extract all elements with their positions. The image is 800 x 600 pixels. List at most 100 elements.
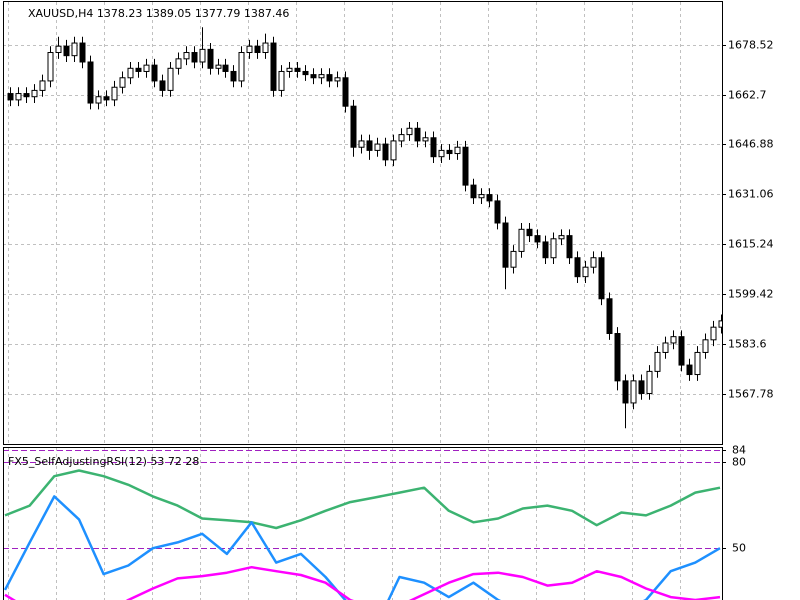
y-tick-label: 1599.42 — [728, 288, 774, 301]
candle-body — [199, 48, 206, 63]
candle-body — [270, 42, 277, 91]
candle-body — [622, 380, 629, 404]
candle-body — [159, 80, 166, 91]
price-title: XAUUSD,H4 1378.23 1389.05 1377.79 1387.4… — [28, 7, 289, 20]
candle-body — [39, 80, 46, 91]
candle-body — [103, 96, 110, 101]
indicator-line — [3, 495, 721, 600]
candle-body — [446, 149, 453, 155]
candle-body — [7, 93, 14, 101]
candle-body — [582, 266, 589, 278]
price-frame — [3, 1, 723, 445]
y-tick-label: 1615.24 — [728, 238, 774, 251]
candle-body — [254, 45, 261, 54]
candle-body — [534, 235, 541, 243]
candle-body — [47, 52, 54, 82]
candle-body — [694, 351, 701, 376]
candle-body — [686, 364, 693, 376]
candle-body — [230, 70, 237, 82]
candle-body — [382, 143, 389, 161]
candle-body — [302, 70, 309, 76]
candle-body — [614, 333, 621, 382]
candle-body — [127, 67, 134, 79]
candle-body — [350, 105, 357, 148]
y-tick-label: 1678.52 — [728, 39, 774, 52]
candle-body — [63, 45, 70, 57]
candle-body — [558, 235, 565, 240]
candle-body — [135, 67, 142, 72]
candle-body — [574, 257, 581, 278]
candle-body — [79, 42, 86, 63]
candle-body — [566, 235, 573, 259]
candle-body — [15, 93, 22, 101]
candle-body — [646, 370, 653, 394]
candle-body — [630, 380, 637, 404]
candle-body — [638, 380, 645, 394]
candle-body — [598, 257, 605, 300]
candle-body — [87, 61, 94, 104]
candle-body — [191, 52, 198, 63]
candle-body — [342, 77, 349, 107]
candle-body — [710, 326, 717, 341]
candle-body — [111, 86, 118, 101]
y-tick-label: 1583.6 — [728, 338, 767, 351]
y-tick-label: 1646.88 — [728, 138, 774, 151]
candle-body — [606, 298, 613, 334]
candle-body — [222, 64, 229, 72]
candle-body — [358, 140, 365, 148]
indicator-line — [4, 469, 721, 530]
candle-body — [238, 52, 245, 82]
candle-body — [143, 64, 150, 72]
candle-body — [71, 42, 78, 57]
candle-body — [678, 336, 685, 366]
candle-body — [542, 241, 549, 259]
candle-body — [183, 52, 190, 60]
price-panel — [3, 2, 722, 444]
candle-body — [95, 96, 102, 104]
candle-body — [398, 134, 405, 142]
candle-body — [414, 127, 421, 142]
candle-body — [278, 70, 285, 91]
candle-body — [31, 89, 38, 98]
candle-body — [438, 149, 445, 158]
candle-body — [151, 64, 158, 82]
indicator-title: FX5_SelfAdjustingRSI(12) 53 72 28 — [8, 455, 199, 468]
candle-body — [486, 194, 493, 202]
candle-body — [526, 228, 533, 237]
candle-body — [119, 77, 126, 88]
y-tick-label: 84 — [732, 444, 746, 457]
candle-body — [718, 320, 722, 328]
y-tick-label: 1631.06 — [728, 188, 774, 201]
axes: 1678.52 1662.7 1646.88 1631.06 1615.24 1599.4… — [722, 39, 774, 555]
candle-body — [662, 342, 669, 353]
indicator-panel — [3, 448, 722, 600]
candle-body — [167, 67, 174, 91]
candle-body — [502, 222, 509, 268]
candle-body — [670, 336, 677, 344]
candle-body — [310, 74, 317, 79]
indicator-frame — [3, 447, 723, 600]
candle-body — [654, 351, 661, 372]
candle-body — [390, 140, 397, 161]
indicator-line — [4, 565, 721, 600]
candle-body — [207, 48, 214, 69]
candle-body — [334, 77, 341, 82]
candle-body — [23, 93, 30, 98]
candle-body — [494, 200, 501, 224]
y-tick-label: 1567.78 — [728, 388, 774, 401]
candle-body — [454, 146, 461, 155]
candle-body — [366, 140, 373, 151]
candle-body — [430, 137, 437, 158]
candle-body — [702, 339, 709, 353]
y-tick-label: 1662.7 — [728, 89, 767, 102]
candle-body — [510, 250, 517, 268]
y-tick-label: 50 — [732, 542, 746, 555]
candle-body — [326, 74, 333, 82]
y-tick-label: 80 — [732, 456, 746, 469]
candle-body — [246, 45, 253, 54]
candle-body — [175, 58, 182, 69]
candle-body — [262, 42, 269, 54]
candle-body — [286, 67, 293, 72]
